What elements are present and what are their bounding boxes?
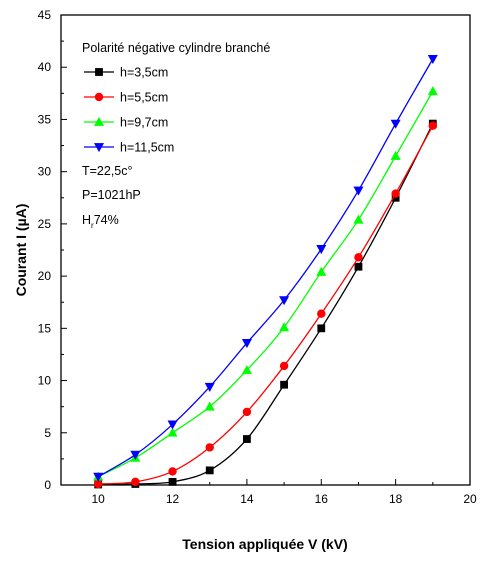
data-point <box>167 420 178 430</box>
data-series <box>93 54 438 489</box>
annotation-pressure: P=1021hP <box>82 188 141 202</box>
data-point <box>390 119 401 129</box>
x-tick-label: 12 <box>166 492 180 506</box>
data-point <box>241 364 252 375</box>
data-point <box>167 427 178 437</box>
data-point <box>168 467 177 476</box>
legend-item: h=9,7cm <box>84 116 168 130</box>
x-tick-label: 14 <box>240 492 254 506</box>
series-line <box>98 125 434 485</box>
y-tick-labels: 0 5 10 15 20 25 30 35 40 45 <box>38 8 52 492</box>
x-tick-labels: 10 12 14 16 18 20 <box>92 492 477 506</box>
legend-item: h=3,5cm <box>84 66 168 80</box>
data-point <box>354 253 363 262</box>
legend-marker <box>93 116 105 126</box>
humidity-value: 74% <box>94 213 119 227</box>
legend-marker <box>95 68 103 76</box>
data-point <box>130 450 141 460</box>
x-tick-label: 18 <box>389 492 403 506</box>
x-axis-title: Tension appliquée V (kV) <box>182 536 347 552</box>
legend-item: h=5,5cm <box>84 91 168 105</box>
series-line <box>97 90 434 478</box>
series-circle <box>93 121 438 489</box>
data-point <box>391 189 400 198</box>
annotation-temperature: T=22,5c° <box>82 164 133 178</box>
data-point <box>242 407 252 417</box>
y-tick-label: 0 <box>44 478 51 492</box>
data-point <box>243 435 251 443</box>
data-point <box>354 262 363 271</box>
y-tick-label: 40 <box>38 60 52 74</box>
y-tick-label: 15 <box>38 321 52 335</box>
x-tick-label: 20 <box>463 492 477 506</box>
data-point <box>279 361 289 371</box>
data-point <box>317 309 326 318</box>
legend-marker <box>93 143 105 153</box>
y-tick-label: 25 <box>38 217 52 231</box>
data-point <box>205 443 214 452</box>
y-axis-title: Courant I (µA) <box>13 204 29 297</box>
legend: Polarité négative cylindre branché h=3,5… <box>82 41 270 230</box>
data-point <box>427 86 438 96</box>
x-tick-label: 16 <box>315 492 329 506</box>
series-line <box>97 58 434 478</box>
legend-items: h=3,5cm h=5,5cm h=9,7cm h=11,5cm <box>84 66 174 155</box>
legend-item: h=11,5cm <box>84 141 174 155</box>
y-tick-label: 10 <box>38 374 52 388</box>
y-tick-label: 20 <box>38 269 52 283</box>
data-point <box>131 477 140 487</box>
data-point <box>428 121 438 130</box>
data-point <box>241 339 252 349</box>
data-point <box>280 380 288 389</box>
y-tick-label: 30 <box>38 165 52 179</box>
data-point <box>390 150 401 160</box>
data-point <box>93 472 104 482</box>
legend-label: h=11,5cm <box>120 141 174 155</box>
legend-label: h=3,5cm <box>120 66 168 80</box>
series-triangle-down <box>93 54 438 482</box>
legend-marker <box>94 92 104 102</box>
legend-label: h=5,5cm <box>120 91 168 105</box>
y-tick-label: 45 <box>38 8 52 22</box>
series-line <box>98 123 434 486</box>
data-point <box>353 214 364 224</box>
legend-title: Polarité négative cylindre branché <box>82 41 270 55</box>
data-point <box>316 266 327 276</box>
data-point <box>427 54 438 64</box>
data-point <box>353 186 364 196</box>
y-tick-label: 35 <box>38 112 52 126</box>
data-point <box>279 322 290 332</box>
humidity-subscript: r <box>91 221 94 230</box>
data-point <box>204 401 215 411</box>
data-point <box>204 382 215 392</box>
x-tick-label: 10 <box>92 492 106 506</box>
axis-ticks <box>60 14 471 486</box>
annotation-humidity: Hr74% <box>82 213 119 230</box>
y-tick-label: 5 <box>44 426 51 440</box>
data-point <box>205 466 214 475</box>
humidity-symbol: H <box>82 213 91 227</box>
legend-label: h=9,7cm <box>120 116 168 130</box>
data-point <box>279 296 290 306</box>
data-point <box>168 477 177 486</box>
data-point <box>317 324 326 333</box>
data-point <box>316 245 327 255</box>
